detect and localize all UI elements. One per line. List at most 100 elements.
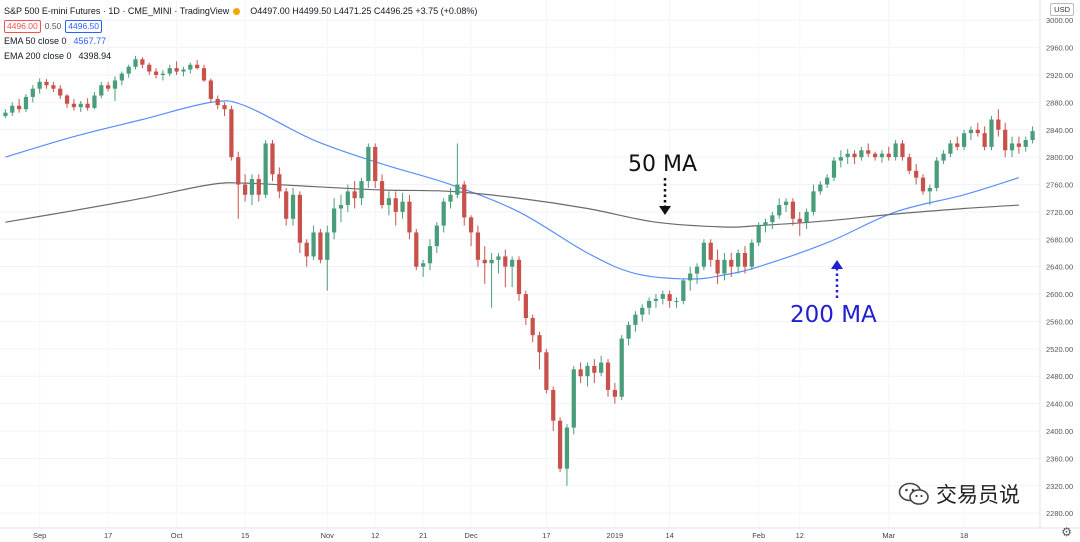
candle (893, 140, 898, 161)
gear-icon[interactable]: ⚙ (1061, 525, 1072, 539)
ema50-legend-label[interactable]: EMA 50 close 0 (4, 36, 67, 46)
candle (907, 153, 912, 175)
ema-lines (5, 100, 1020, 280)
candle (222, 102, 227, 117)
candle (797, 211, 802, 236)
candle (537, 331, 542, 370)
candle (112, 76, 118, 102)
time-tick-label: Nov (321, 531, 335, 540)
candle (23, 94, 29, 112)
candle (331, 198, 337, 240)
candle (366, 143, 371, 188)
ema50-line (5, 100, 1020, 280)
symbol-title[interactable]: S&P 500 E-mini Futures · 1D · CME_MINI ·… (4, 6, 230, 16)
candle (688, 266, 693, 291)
candle (756, 222, 761, 247)
candle (468, 215, 474, 247)
candle (790, 198, 796, 226)
candle (338, 194, 344, 223)
candle (777, 198, 782, 219)
candle (571, 365, 576, 435)
candle (373, 143, 378, 188)
time-axis[interactable]: Sep 17 Oct 15 Nov 12 21 Dec 17 2019 14 Feb 12 Mar 18 (33, 531, 968, 540)
candle (975, 122, 980, 137)
candle (626, 321, 631, 346)
candle (818, 181, 823, 195)
price-tick-label: 2440.00 (1046, 400, 1073, 409)
watermark-text: 交易员说 (936, 484, 1020, 507)
candle (229, 105, 234, 161)
candle (58, 85, 63, 99)
price-tick-label: 2280.00 (1046, 509, 1073, 518)
candle (448, 187, 453, 209)
candle (345, 184, 350, 212)
candle (633, 311, 638, 332)
candle (646, 297, 652, 315)
price-tick-label: 2840.00 (1046, 126, 1073, 135)
candle (126, 64, 131, 78)
candle (311, 225, 316, 260)
candle (955, 136, 960, 151)
candle (400, 192, 405, 219)
candle (304, 239, 309, 267)
candle (160, 70, 166, 81)
annotation-50ma-label: 50 MA (628, 152, 697, 177)
candle (605, 359, 611, 397)
candle (10, 102, 15, 117)
candle (694, 263, 700, 284)
market-status-icon[interactable] (233, 8, 241, 15)
candle (215, 95, 220, 110)
ema200-legend-label[interactable]: EMA 200 close 0 (4, 51, 72, 61)
sell-price-button[interactable]: 4496.00 (4, 20, 41, 33)
price-tick-label: 2800.00 (1046, 153, 1073, 162)
candle (736, 249, 741, 274)
buy-price-button[interactable]: 4496.50 (65, 20, 103, 33)
candle (831, 157, 837, 182)
candle (551, 386, 556, 431)
candle (188, 62, 193, 74)
candle (318, 229, 323, 264)
price-tick-label: 2880.00 (1046, 98, 1073, 107)
time-tick-label: 17 (542, 531, 550, 540)
candle (941, 150, 946, 164)
candle (578, 362, 583, 384)
spread-value: 0.50 (44, 21, 62, 31)
price-axis[interactable]: 3000.00 2960.00 2920.00 2880.00 2840.00 2800.… (1046, 16, 1073, 518)
candle (667, 290, 672, 308)
ema200-legend-value: 4398.94 (78, 51, 112, 61)
time-tick-label: 2019 (607, 531, 624, 540)
candle (242, 174, 248, 202)
candle (544, 348, 549, 394)
candle (3, 109, 8, 119)
candle (455, 143, 460, 199)
candle (270, 140, 275, 182)
currency-selector[interactable]: USD (1050, 3, 1074, 16)
candle (845, 148, 850, 164)
candle (866, 143, 871, 158)
price-tick-label: 2680.00 (1046, 235, 1073, 244)
candle (592, 359, 597, 384)
candle (948, 140, 953, 158)
candle (441, 198, 446, 233)
candle (729, 252, 734, 277)
candle (770, 211, 775, 230)
time-tick-label: 21 (419, 531, 427, 540)
candle (1023, 136, 1028, 152)
candle (838, 150, 843, 168)
candle (352, 181, 357, 209)
time-tick-label: 12 (371, 531, 379, 540)
candle (749, 239, 754, 271)
wechat-icon (898, 482, 929, 505)
candle (859, 146, 864, 161)
price-tick-label: 2600.00 (1046, 290, 1073, 299)
candle (140, 57, 145, 69)
candle (475, 225, 481, 267)
ohlc-readout: O4497.00 H4499.50 L4471.25 C4496.25 +3.7… (250, 6, 478, 16)
candle (482, 246, 487, 284)
candle (147, 62, 152, 75)
candle (742, 246, 748, 274)
ema200-line (5, 182, 1019, 228)
price-tick-label: 2520.00 (1046, 345, 1073, 354)
price-tick-label: 2760.00 (1046, 181, 1073, 190)
